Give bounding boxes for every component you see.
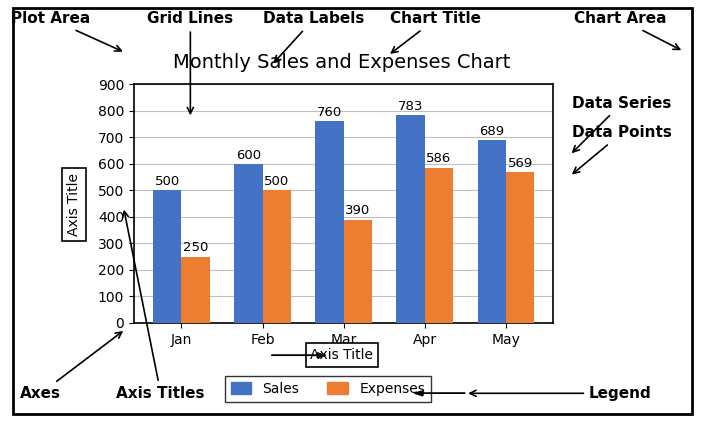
Text: Chart Title: Chart Title <box>390 11 482 53</box>
Text: 783: 783 <box>398 100 423 113</box>
Bar <box>153 190 181 323</box>
Text: Legend: Legend <box>470 386 652 401</box>
Text: 569: 569 <box>508 157 533 170</box>
Bar <box>506 172 534 323</box>
Text: Axis Title: Axis Title <box>310 348 374 362</box>
Text: 500: 500 <box>264 175 289 188</box>
Text: Data Series: Data Series <box>572 96 671 152</box>
Bar <box>181 257 210 323</box>
Text: Data Labels: Data Labels <box>263 11 364 62</box>
Text: Plot Area: Plot Area <box>11 11 121 51</box>
Text: 600: 600 <box>235 149 261 162</box>
Bar <box>396 115 425 323</box>
Text: 760: 760 <box>317 106 342 119</box>
Bar <box>344 219 372 323</box>
Bar <box>262 190 291 323</box>
Bar <box>477 140 506 323</box>
Text: Axes: Axes <box>20 332 122 401</box>
Text: 689: 689 <box>479 125 504 138</box>
Text: Monthly Sales and Expenses Chart: Monthly Sales and Expenses Chart <box>173 52 510 72</box>
Legend: Sales, Expenses: Sales, Expenses <box>225 376 431 402</box>
Text: 500: 500 <box>154 175 180 188</box>
Text: 586: 586 <box>427 152 452 165</box>
Text: Axis Titles: Axis Titles <box>116 211 205 401</box>
Text: Data Points: Data Points <box>572 125 672 173</box>
Text: Chart Area: Chart Area <box>574 11 680 49</box>
Text: 250: 250 <box>183 241 208 254</box>
Text: Grid Lines: Grid Lines <box>147 11 233 114</box>
Bar <box>234 164 262 323</box>
Text: 390: 390 <box>345 204 371 217</box>
Text: Axis Title: Axis Title <box>67 173 81 236</box>
Bar <box>425 168 453 323</box>
Bar <box>315 122 344 323</box>
